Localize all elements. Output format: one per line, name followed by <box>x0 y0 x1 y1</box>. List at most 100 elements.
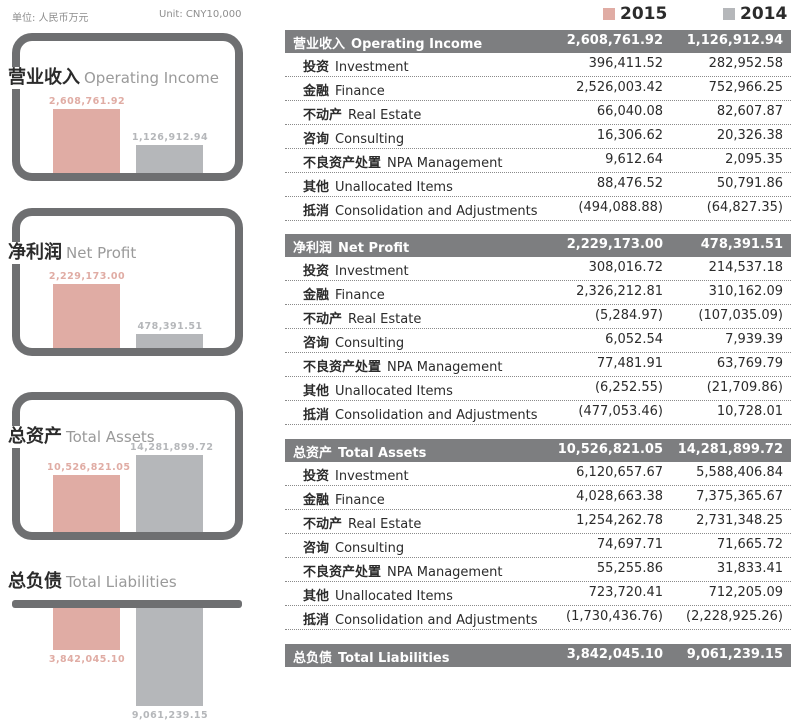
value-2014: 1,126,912.94 <box>686 33 783 48</box>
value-2014: 712,205.09 <box>708 585 783 600</box>
row-label-zh: 金融 <box>303 84 330 99</box>
row-label-zh: 投资 <box>303 469 330 484</box>
row-label-zh: 总负债 <box>293 651 333 666</box>
table-row: 金融 Finance 2,526,003.42 752,966.25 <box>285 77 791 101</box>
table-row: 不动产 Real Estate 66,040.08 82,607.87 <box>285 101 791 125</box>
row-label-zh: 不良资产处置 <box>303 565 382 580</box>
value-2015: 4,028,663.38 <box>576 489 663 504</box>
legend-swatch-2014 <box>723 8 735 20</box>
value-2014: 50,791.86 <box>716 176 783 191</box>
row-label-en: Total Liabilities <box>338 651 450 666</box>
row-label-en: Unallocated Items <box>335 180 453 195</box>
value-label-2014: 478,391.51 <box>137 321 203 332</box>
row-label: 不良资产处置 NPA Management <box>303 356 502 375</box>
row-label-zh: 营业收入 <box>293 37 346 52</box>
row-label: 其他 Unallocated Items <box>303 585 453 604</box>
value-2014: (21,709.86) <box>706 380 783 395</box>
value-label-2015: 2,608,761.92 <box>48 96 126 107</box>
value-2014: 82,607.87 <box>716 104 783 119</box>
row-label-zh: 金融 <box>303 493 330 508</box>
legend-swatch-2015 <box>603 8 615 20</box>
row-label: 投资 Investment <box>303 465 409 484</box>
table-row: 其他 Unallocated Items 723,720.41 712,205.09 <box>285 582 791 606</box>
table-row: 金融 Finance 2,326,212.81 310,162.09 <box>285 281 791 305</box>
row-label: 咨询 Consulting <box>303 128 404 147</box>
table-row: 咨询 Consulting 16,306.62 20,326.38 <box>285 125 791 149</box>
bar-2014 <box>136 608 203 706</box>
row-label-en: Investment <box>335 264 409 279</box>
chart-title: 总资产 Total Assets <box>8 426 159 448</box>
row-label-zh: 总资产 <box>293 446 333 461</box>
value-label-2014: 9,061,239.15 <box>131 710 209 721</box>
table-section-header: 总资产 Total Assets 10,526,821.05 14,281,899.7… <box>285 439 791 462</box>
table-section-header: 营业收入 Operating Income 2,608,761.92 1,126,91… <box>285 30 791 53</box>
value-2015: 2,229,173.00 <box>566 237 663 252</box>
row-label: 其他 Unallocated Items <box>303 380 453 399</box>
value-2014: (107,035.09) <box>698 308 783 323</box>
value-2014: 478,391.51 <box>700 237 783 252</box>
table-row: 其他 Unallocated Items (6,252.55) (21,709.86) <box>285 377 791 401</box>
table-row: 投资 Investment 308,016.72 214,537.18 <box>285 257 791 281</box>
value-2015: 2,526,003.42 <box>576 80 663 95</box>
legend-label-2015: 2015 <box>620 4 668 24</box>
row-label: 其他 Unallocated Items <box>303 176 453 195</box>
bar-2015 <box>53 284 120 348</box>
value-2015: 6,120,657.67 <box>576 465 663 480</box>
row-label-zh: 其他 <box>303 589 330 604</box>
value-2014: 310,162.09 <box>708 284 783 299</box>
row-label: 净利润 Net Profit <box>293 237 409 256</box>
row-label: 金融 Finance <box>303 489 385 508</box>
value-2014: 214,537.18 <box>708 260 783 275</box>
value-2015: (494,088.88) <box>578 200 663 215</box>
row-label-en: Real Estate <box>348 108 422 123</box>
chart-frame <box>12 208 243 356</box>
row-label: 不良资产处置 NPA Management <box>303 152 502 171</box>
row-label-en: Finance <box>335 84 385 99</box>
value-2015: (477,053.46) <box>578 404 663 419</box>
row-label-en: Operating Income <box>351 37 483 52</box>
row-label-zh: 不动产 <box>303 108 343 123</box>
value-2014: 7,375,365.67 <box>696 489 783 504</box>
value-2014: 20,326.38 <box>716 128 783 143</box>
value-2014: (64,827.35) <box>706 200 783 215</box>
table-section: 净利润 Net Profit 2,229,173.00 478,391.51 投资 Inv… <box>285 234 791 425</box>
table-section: 总资产 Total Assets 10,526,821.05 14,281,899.7… <box>285 439 791 630</box>
value-2015: (1,730,436.76) <box>566 609 663 624</box>
row-label: 不动产 Real Estate <box>303 104 421 123</box>
row-label-en: Unallocated Items <box>335 589 453 604</box>
row-label-zh: 投资 <box>303 264 330 279</box>
table-row: 抵消 Consolidation and Adjustments (1,730,43… <box>285 606 791 630</box>
table-row: 咨询 Consulting 6,052.54 7,939.39 <box>285 329 791 353</box>
row-label-en: Consulting <box>335 132 405 147</box>
value-2015: 308,016.72 <box>588 260 663 275</box>
row-label-en: Finance <box>335 493 385 508</box>
row-label: 金融 Finance <box>303 80 385 99</box>
unit-label-zh: 单位: 人民币万元 <box>12 13 89 24</box>
table-row: 其他 Unallocated Items 88,476.52 50,791.86 <box>285 173 791 197</box>
row-label-zh: 咨询 <box>303 132 330 147</box>
table-section-header: 净利润 Net Profit 2,229,173.00 478,391.51 <box>285 234 791 257</box>
value-2015: 3,842,045.10 <box>566 647 663 662</box>
table-row: 不动产 Real Estate (5,284.97) (107,035.09) <box>285 305 791 329</box>
row-label-zh: 抵消 <box>303 204 330 219</box>
row-label: 总负债 Total Liabilities <box>293 647 449 666</box>
value-label-2015: 10,526,821.05 <box>47 462 131 473</box>
bar-2014 <box>136 334 203 348</box>
row-label-en: Finance <box>335 288 385 303</box>
table-row: 抵消 Consolidation and Adjustments (494,088.… <box>285 197 791 221</box>
value-2015: 2,326,212.81 <box>576 284 663 299</box>
row-label-en: Consulting <box>335 336 405 351</box>
row-label-zh: 不动产 <box>303 517 343 532</box>
row-label-zh: 咨询 <box>303 541 330 556</box>
row-label-en: NPA Management <box>387 360 503 375</box>
chart-title: 净利润 Net Profit <box>8 242 141 264</box>
value-2014: 9,061,239.15 <box>686 647 783 662</box>
chart-title: 总负债 Total Liabilities <box>8 571 181 593</box>
row-label: 抵消 Consolidation and Adjustments <box>303 609 538 628</box>
chart-frame <box>12 392 243 540</box>
value-2014: 14,281,899.72 <box>677 442 783 457</box>
row-label: 抵消 Consolidation and Adjustments <box>303 404 538 423</box>
row-label: 总资产 Total Assets <box>293 442 426 461</box>
table-section: 总负债 Total Liabilities 3,842,045.10 9,061,23… <box>285 644 791 667</box>
row-label-zh: 抵消 <box>303 408 330 423</box>
